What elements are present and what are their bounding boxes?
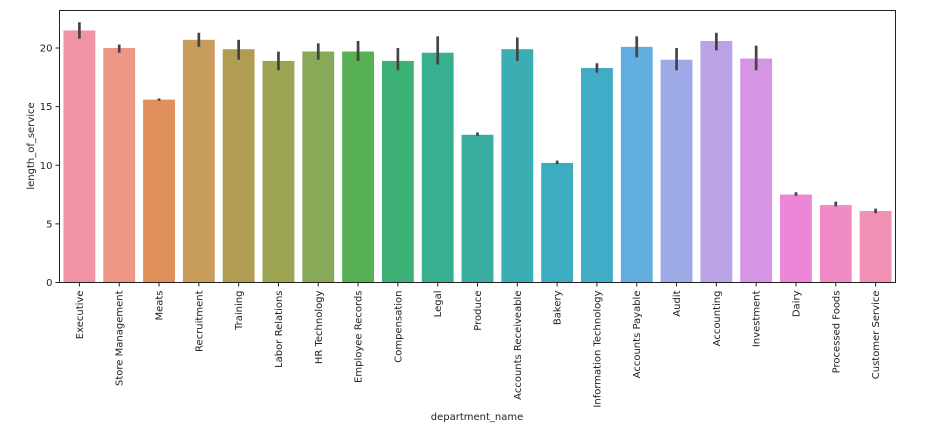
bar-13: [581, 67, 613, 283]
x-tick-label-14: Accounts Payable: [632, 291, 643, 379]
y-axis: 0 5 10 15 20: [40, 44, 60, 289]
bars-group: [63, 22, 892, 283]
bar-3: [182, 39, 215, 283]
bar-18: [780, 194, 812, 283]
plot-frame: [59, 10, 896, 283]
x-tick-label-13: Information Technology: [592, 290, 603, 407]
x-tick-label-1: Store Management: [115, 290, 126, 386]
bar-8: [381, 60, 414, 283]
x-tick-label-9: Legal: [433, 291, 444, 318]
x-tick-label-12: Bakery: [553, 290, 564, 325]
x-tick-label-10: Produce: [473, 291, 484, 331]
bar-7: [342, 51, 374, 283]
bar-5: [262, 60, 295, 283]
x-tick-label-11: Accounts Receiveable: [513, 291, 524, 400]
x-tick-label-3: Recruitment: [194, 290, 205, 352]
bar-16: [700, 40, 733, 283]
bar-20: [859, 210, 892, 283]
bar-0: [63, 30, 96, 283]
x-axis: Executive Store Management Meats Recruitmen…: [75, 282, 882, 408]
x-tick-label-15: Audit: [672, 290, 683, 316]
bar-11: [501, 49, 534, 283]
bar-1: [103, 48, 136, 283]
bar-12: [541, 162, 574, 283]
x-tick-label-17: Investment: [752, 290, 763, 347]
y-axis-label: length_of_service: [26, 102, 37, 189]
bar-10: [461, 134, 494, 283]
x-tick-label-6: HR Technology: [314, 290, 325, 364]
x-tick-label-18: Dairy: [791, 290, 802, 317]
bar-19: [819, 205, 852, 283]
x-tick-label-4: Training: [234, 291, 245, 331]
x-tick-label-7: Employee Records: [354, 291, 365, 383]
y-tick-label-0: 0: [46, 278, 52, 289]
x-tick-label-16: Accounting: [712, 291, 723, 347]
bar-17: [740, 58, 773, 283]
bar-15: [660, 59, 693, 283]
y-tick-label-3: 15: [40, 102, 53, 113]
y-tick-label-2: 10: [40, 161, 53, 172]
x-tick-label-5: Labor Relations: [274, 291, 285, 368]
bar-14: [620, 46, 653, 283]
bar-4: [222, 49, 255, 283]
x-tick-label-19: Processed Foods: [831, 291, 842, 374]
y-tick-label-4: 20: [40, 44, 53, 55]
bar-9: [421, 52, 454, 283]
bar-2: [143, 99, 175, 283]
x-axis-label: department_name: [431, 412, 524, 423]
x-tick-label-0: Executive: [75, 291, 86, 340]
x-tick-label-20: Customer Service: [871, 291, 882, 380]
x-tick-label-8: Compensation: [393, 291, 404, 363]
bar-6: [302, 51, 335, 283]
y-tick-label-1: 5: [46, 219, 52, 230]
x-tick-label-2: Meats: [155, 291, 166, 321]
